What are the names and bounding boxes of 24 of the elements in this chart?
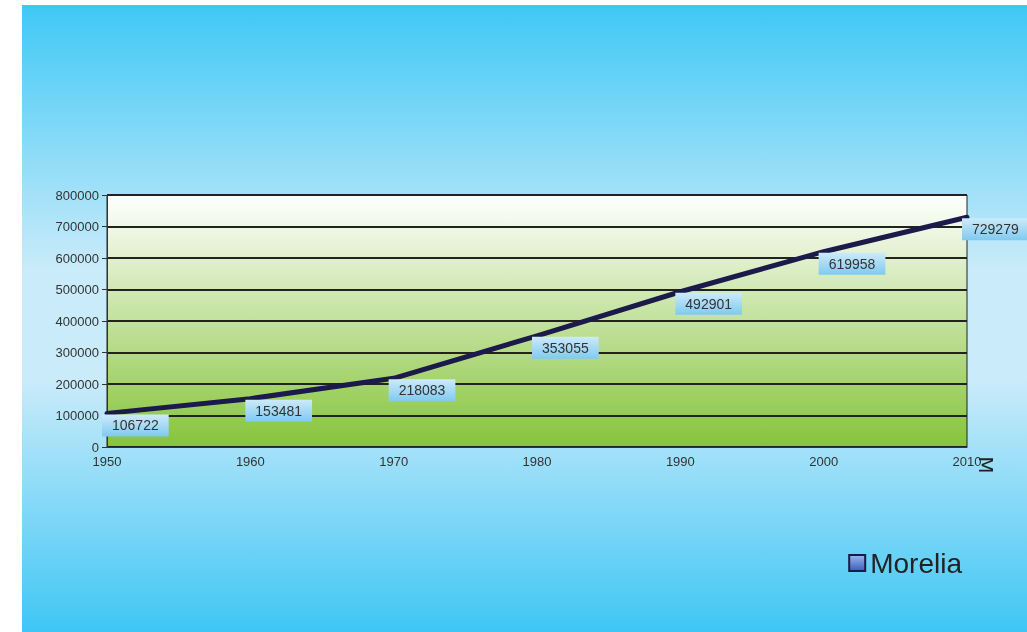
y-tick-label: 200000: [55, 376, 99, 392]
x-tick-label: 1980: [522, 454, 552, 469]
y-tick-label: 300000: [55, 345, 99, 360]
y-tick-label: 100000: [55, 408, 99, 423]
x-tick-label: 2010: [952, 454, 982, 469]
y-tick-label: 400000: [55, 313, 99, 329]
x-tick-label: 2000: [809, 454, 839, 469]
y-tick-label: 600000: [55, 250, 99, 266]
y-tick-label: 800000: [55, 187, 99, 203]
x-tick-label: 1950: [92, 454, 122, 469]
y-tick-label: 500000: [55, 282, 99, 297]
y-tick-label: 700000: [55, 219, 99, 234]
data-label: 619958: [828, 255, 876, 272]
data-label: 218083: [398, 382, 446, 399]
x-tick-label: 1960: [235, 454, 265, 469]
x-tick-label: 1990: [665, 454, 695, 469]
data-label: 492901: [685, 295, 733, 312]
legend-label: Morelia: [870, 547, 963, 579]
data-label: 106722: [112, 417, 159, 434]
data-label: 353055: [542, 339, 589, 356]
x-tick-label: 1970: [379, 454, 409, 469]
data-label: 729279: [972, 221, 1019, 238]
y-tick-label: 0: [91, 439, 99, 455]
data-label: 153481: [255, 402, 303, 419]
